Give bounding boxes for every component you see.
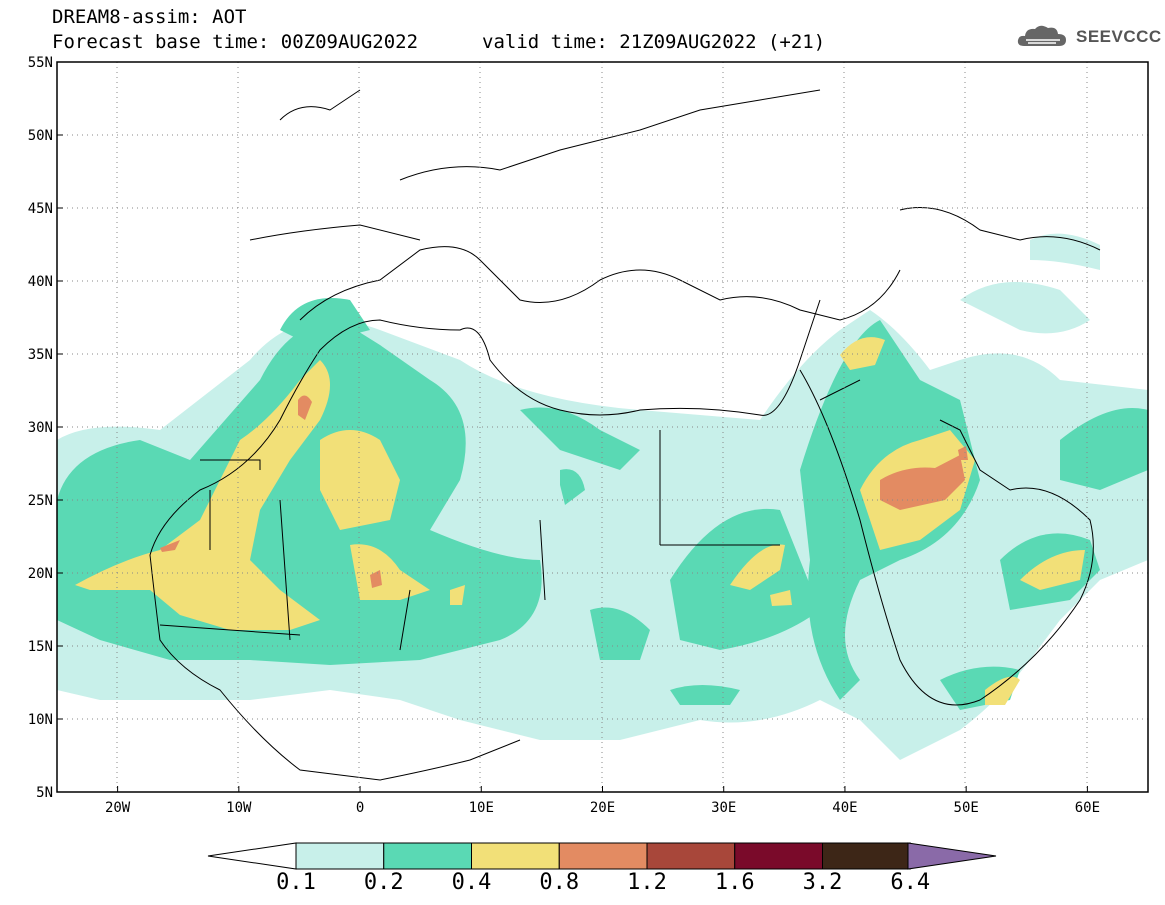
- seevccc-logo: SEEVCCC: [1016, 24, 1162, 50]
- colorbar-box: [558, 842, 648, 870]
- colorbar-label: 0.1: [276, 870, 316, 895]
- logo-text: SEEVCCC: [1076, 27, 1162, 46]
- colorbar-box: [734, 842, 823, 870]
- lon-tick-label: 40E: [832, 800, 857, 816]
- lon-tick-label: 10W: [226, 800, 252, 816]
- colorbar: [207, 842, 997, 870]
- latitude-axis: 5N 10N 15N 20N 25N 30N 35N 40N 45N 50N 55N: [28, 55, 63, 801]
- lon-tick-label: 60E: [1075, 800, 1100, 816]
- colorbar-label: 1.6: [714, 870, 755, 895]
- lon-tick-label: 0: [356, 800, 364, 816]
- valid-time: valid time: 21Z09AUG2022 (+21): [482, 31, 826, 53]
- lat-tick-label: 30N: [28, 420, 53, 436]
- lat-tick-label: 40N: [28, 274, 53, 290]
- aot-field: [57, 233, 1148, 760]
- colorbar-box: [383, 842, 472, 870]
- colorbar-upper-triangle: [907, 842, 997, 870]
- colorbar-lower-triangle: [207, 842, 297, 870]
- colorbar-label: 0.4: [451, 870, 492, 895]
- lon-tick-label: 30E: [711, 800, 736, 816]
- lat-tick-label: 15N: [28, 639, 53, 655]
- lat-tick-label: 10N: [28, 712, 53, 728]
- graticule: [57, 62, 1148, 792]
- colorbar-box: [295, 842, 385, 870]
- colorbar-label: 0.2: [363, 870, 404, 895]
- colorbar-box: [822, 842, 911, 870]
- colorbar-label: 3.2: [802, 870, 843, 895]
- lat-tick-label: 20N: [28, 566, 53, 582]
- longitude-axis: 20W 10W 0 10E 20E 30E 40E 50E 60E: [105, 786, 1100, 816]
- lat-tick-label: 35N: [28, 347, 53, 363]
- map-title: DREAM8-assim: AOT: [52, 6, 247, 28]
- cloud-icon: [1017, 25, 1066, 46]
- lon-tick-label: 20W: [105, 800, 131, 816]
- lon-tick-label: 50E: [954, 800, 979, 816]
- coastlines: [149, 89, 1101, 781]
- lon-tick-label: 10E: [469, 800, 494, 816]
- lat-tick-label: 50N: [28, 128, 53, 144]
- lat-tick-label: 5N: [36, 785, 53, 801]
- colorbar-label: 0.8: [539, 870, 580, 895]
- colorbar-box: [471, 842, 560, 870]
- colorbar-label: 6.4: [890, 870, 931, 895]
- colorbar-label: 1.2: [627, 870, 667, 895]
- lat-tick-label: 45N: [28, 201, 53, 217]
- lon-tick-label: 20E: [590, 800, 615, 816]
- forecast-base-time: Forecast base time: 00Z09AUG2022: [52, 31, 419, 53]
- colorbar-box: [646, 842, 736, 870]
- lat-tick-label: 55N: [28, 55, 53, 71]
- lat-tick-label: 25N: [28, 493, 53, 509]
